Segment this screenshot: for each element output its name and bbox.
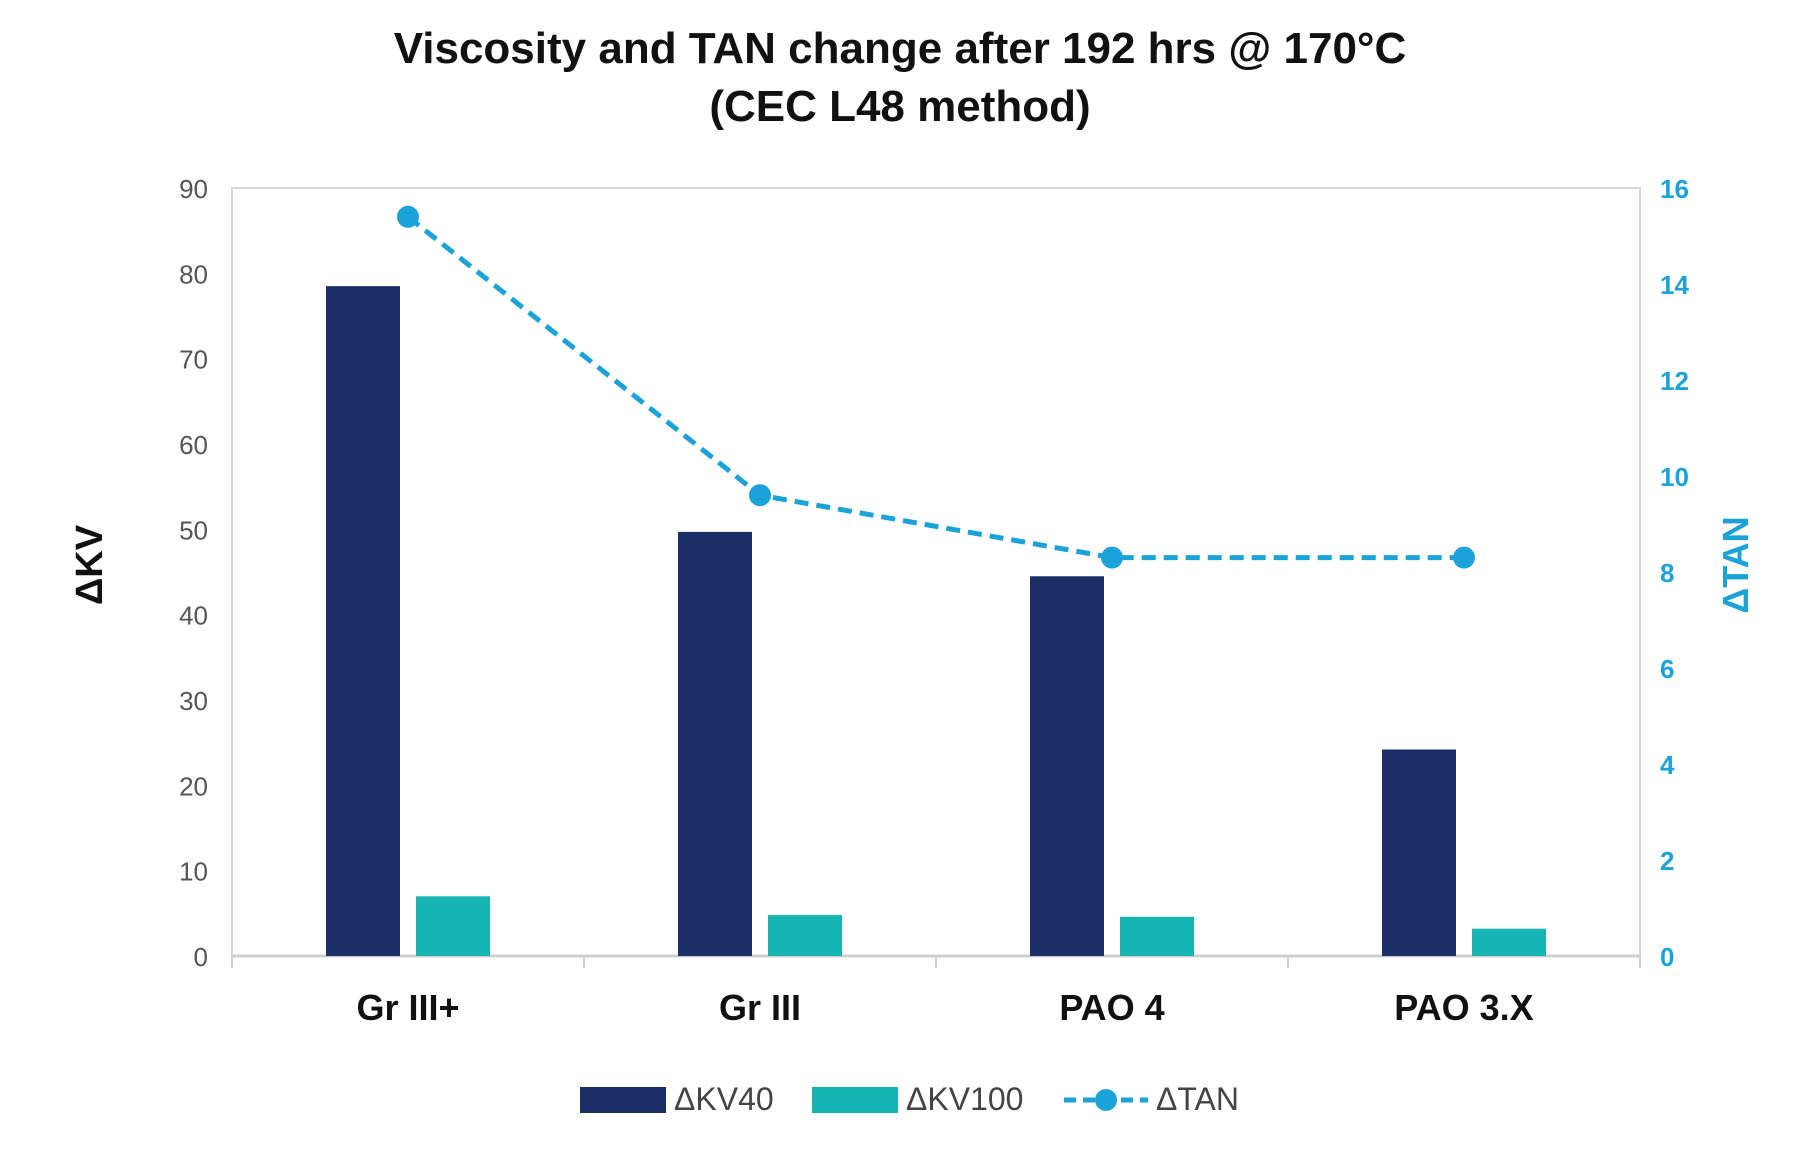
line-tan	[406, 214, 1464, 561]
legend-marker-tan	[1095, 1089, 1117, 1111]
point-tan	[397, 205, 419, 228]
bar-kv40	[1382, 749, 1456, 956]
y-tick-label: 90	[179, 174, 208, 204]
y2-tick-label: 4	[1660, 750, 1675, 780]
x-tick-label: PAO 4	[1059, 987, 1164, 1028]
bar-kv40	[326, 286, 400, 957]
bar-kv100	[768, 915, 842, 956]
y-tick-label: 10	[179, 857, 208, 887]
y-axis-title: ΔKV	[69, 524, 111, 605]
y2-tick-label: 16	[1660, 174, 1689, 204]
y2-tick-label: 0	[1660, 942, 1674, 972]
y2-tick-label: 12	[1660, 366, 1689, 396]
y2-tick-label: 8	[1660, 558, 1674, 588]
y-tick-label: 40	[179, 601, 208, 631]
legend-label-kv100: ΔKV100	[906, 1081, 1023, 1117]
y-tick-label: 30	[179, 686, 208, 716]
bar-kv100	[1120, 916, 1194, 956]
legend: ΔKV40 ΔKV100 ΔTAN	[580, 1081, 1239, 1117]
point-tan	[1101, 546, 1123, 569]
bar-kv40	[678, 531, 752, 956]
bar-kv40	[1030, 576, 1104, 956]
x-tick-label: Gr III+	[356, 987, 459, 1028]
y-tick-label: 50	[179, 515, 208, 545]
bar-kv100	[416, 896, 490, 956]
y-tick-label: 20	[179, 771, 208, 801]
y-tick-label: 70	[179, 345, 208, 375]
x-tick-label: Gr III	[719, 987, 801, 1028]
legend-swatch-kv40	[580, 1087, 666, 1113]
y2-tick-label: 2	[1660, 846, 1674, 876]
x-tick-label: PAO 3.X	[1394, 987, 1533, 1028]
y2-axis-title: ΔTAN	[1715, 516, 1756, 613]
y-tick-label: 80	[179, 259, 208, 289]
y2-tick-label: 6	[1660, 654, 1674, 684]
y-tick-label: 60	[179, 430, 208, 460]
chart-title: Viscosity and TAN change after 192 hrs @…	[393, 24, 1407, 73]
point-tan	[1453, 546, 1475, 569]
chart-subtitle: (CEC L48 method)	[709, 82, 1091, 131]
legend-label-kv40: ΔKV40	[674, 1081, 774, 1117]
legend-label-tan: ΔTAN	[1156, 1081, 1239, 1117]
legend-swatch-kv100	[812, 1087, 898, 1113]
y2-tick-label: 10	[1660, 462, 1689, 492]
point-tan	[749, 484, 771, 507]
bar-kv100	[1472, 928, 1546, 956]
y2-tick-label: 14	[1660, 270, 1689, 300]
y-tick-label: 0	[194, 942, 208, 972]
